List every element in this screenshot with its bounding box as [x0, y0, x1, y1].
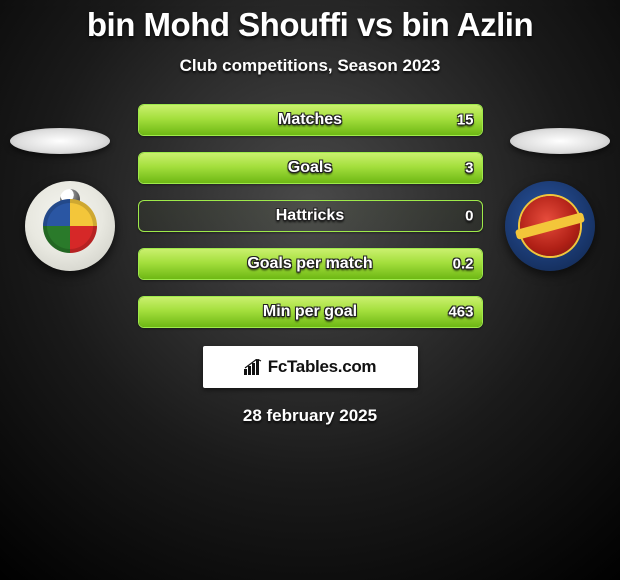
stat-label: Goals per match: [139, 255, 482, 273]
club-crest-right: [505, 181, 595, 271]
stat-value-right: 0.2: [453, 256, 474, 273]
brand-logo: FcTables.com: [244, 357, 377, 377]
bar-chart-icon: [244, 359, 264, 375]
footer-date: 28 february 2025: [0, 406, 620, 426]
stat-value-right: 463: [448, 304, 473, 321]
stat-row: Hattricks0: [138, 200, 483, 232]
stat-label: Goals: [139, 159, 482, 177]
comparison-bars: Matches15 Goals3 Hattricks0 Goals per match…: [138, 104, 483, 328]
stat-label: Matches: [139, 111, 482, 129]
page-title: bin Mohd Shouffi vs bin Azlin: [0, 6, 620, 44]
stat-row: Goals3: [138, 152, 483, 184]
page-subtitle: Club competitions, Season 2023: [0, 56, 620, 76]
stat-value-right: 3: [465, 160, 473, 177]
brand-logo-box: FcTables.com: [203, 346, 418, 388]
player-left-badge: [10, 128, 110, 154]
stat-label: Min per goal: [139, 303, 482, 321]
stat-value-right: 0: [465, 208, 473, 225]
club-crest-left: [25, 181, 115, 271]
stat-row: Matches15: [138, 104, 483, 136]
stat-label: Hattricks: [139, 207, 482, 225]
stat-value-right: 15: [457, 112, 474, 129]
stat-row: Min per goal463: [138, 296, 483, 328]
brand-text: FcTables.com: [268, 357, 377, 377]
player-right-badge: [510, 128, 610, 154]
stat-row: Goals per match0.2: [138, 248, 483, 280]
crest-left-emblem: [43, 199, 97, 253]
